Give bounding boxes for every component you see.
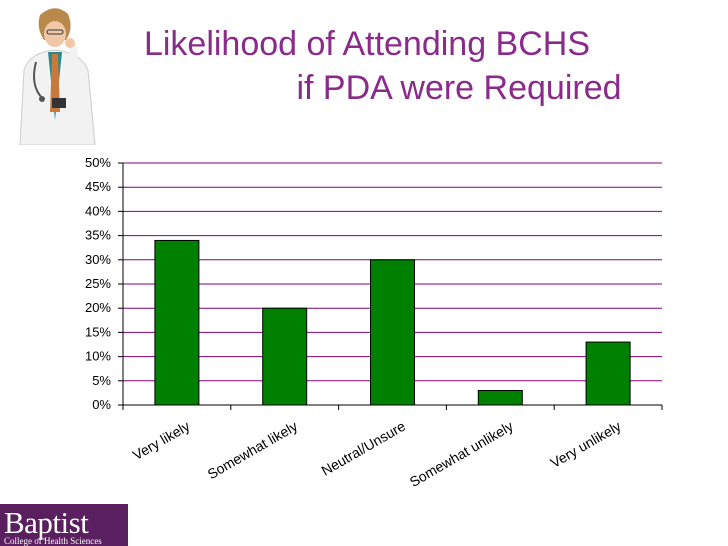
bar: [585, 341, 631, 406]
doctor-illustration: [0, 0, 112, 145]
y-tick-label: 40%: [85, 203, 111, 218]
y-tick-label: 15%: [85, 324, 111, 339]
x-tick-label: Very likely: [130, 418, 193, 463]
y-tick-label: 0%: [92, 397, 111, 412]
y-tick-label: 30%: [85, 252, 111, 267]
title-line-1: Likelihood of Attending BCHS: [143, 25, 591, 63]
title-line-2: if PDA were Required: [296, 69, 622, 107]
y-tick-label: 45%: [85, 179, 111, 194]
logo-subtitle: College of Health Sciences: [4, 536, 102, 546]
slide-title: Likelihood of Attending BCHS if PDA were…: [105, 22, 705, 110]
y-tick-label: 35%: [85, 228, 111, 243]
baptist-logo: Baptist College of Health Sciences: [0, 504, 128, 546]
y-tick-label: 10%: [85, 349, 111, 364]
logo-name: Baptist: [4, 505, 89, 540]
x-tick-label: Somewhat likely: [205, 418, 301, 482]
bar: [477, 389, 523, 406]
y-tick-label: 50%: [85, 155, 111, 170]
y-tick-label: 5%: [92, 373, 111, 388]
bar: [262, 307, 308, 406]
x-tick-label: Neutral/Unsure: [318, 418, 408, 479]
y-tick-label: 25%: [85, 276, 111, 291]
bar: [370, 259, 415, 406]
x-tick-label: Somewhat unlikely: [407, 418, 516, 490]
bar: [154, 239, 200, 406]
y-tick-label: 20%: [85, 300, 111, 315]
x-tick-label: Very unlikely: [548, 418, 624, 471]
